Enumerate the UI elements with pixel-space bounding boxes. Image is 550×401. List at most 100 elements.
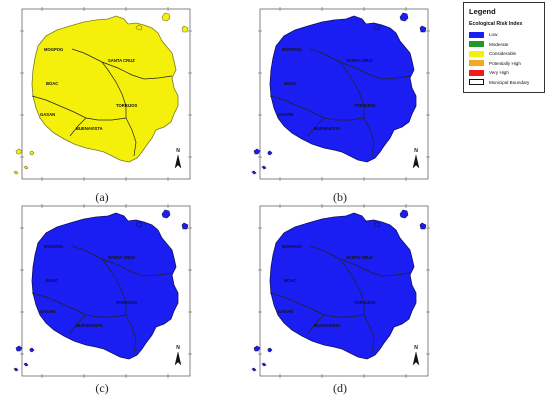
municipal-boundary — [31, 292, 87, 316]
north-arrow-icon: N — [174, 345, 182, 366]
legend-item: Considerable — [469, 50, 516, 57]
municipal-boundary — [363, 314, 375, 354]
legend-label: Low — [489, 32, 498, 37]
islet-shape — [181, 25, 189, 33]
label-boac: BOAC — [46, 81, 58, 86]
islet-shape — [161, 12, 171, 22]
label-gasan: GASAN — [278, 112, 293, 117]
label-torrijos: TORRIJOS — [116, 300, 138, 305]
island-shape — [31, 15, 179, 163]
islet-shape — [13, 367, 19, 372]
islet-shape — [135, 221, 143, 228]
legend-swatch — [469, 41, 484, 47]
map-a: MOGPOG SANTA CRUZ BOAC TORRIJOS GASAN BUENAVI… — [13, 7, 192, 181]
map-panel-d: MOGPOG SANTA CRUZ BOAC TORRIJOS GASAN BUENAVI… — [250, 203, 435, 383]
label-santa-cruz: SANTA CRUZ — [346, 58, 373, 63]
legend: Legend Ecological Risk Index Low Moderate… — [463, 2, 545, 93]
island-shape — [31, 212, 179, 360]
map-d: MOGPOG SANTA CRUZ BOAC TORRIJOS GASAN BUENAVI… — [251, 204, 430, 378]
legend-subtitle: Ecological Risk Index — [469, 21, 523, 27]
map-panel-b: MOGPOG SANTA CRUZ BOAC TORRIJOS GASAN BUENAVI… — [250, 6, 435, 186]
svg-text:N: N — [414, 345, 418, 351]
islet-shape — [29, 150, 35, 156]
islet-shape — [13, 170, 19, 175]
municipal-boundary — [69, 314, 87, 334]
label-gasan: GASAN — [40, 309, 55, 314]
municipal-boundary — [101, 61, 127, 107]
north-arrow-icon: N — [174, 148, 182, 169]
islet-shape — [29, 347, 35, 353]
label-boac: BOAC — [284, 81, 296, 86]
legend-label: Considerable — [489, 51, 517, 56]
label-buenavista: BUENAVISTA — [314, 323, 341, 328]
islet-shape — [253, 148, 261, 155]
map-panel-c: MOGPOG SANTA CRUZ BOAC TORRIJOS GASAN BUENAVI… — [12, 203, 197, 383]
island-shape — [269, 212, 417, 360]
caption-d: (d) — [333, 381, 347, 395]
islet-shape — [419, 25, 427, 33]
islet-shape — [251, 367, 257, 372]
label-mogpog: MOGPOG — [282, 244, 301, 249]
islet-shape — [23, 165, 29, 170]
municipal-boundary — [69, 117, 87, 137]
municipal-boundary — [85, 314, 127, 318]
municipal-boundary — [309, 48, 341, 63]
municipal-boundary — [307, 117, 325, 137]
map-frame — [21, 8, 191, 180]
municipal-boundary — [101, 258, 127, 304]
islet-shape — [373, 221, 381, 228]
municipal-boundary — [309, 245, 341, 260]
municipal-boundary — [339, 61, 411, 80]
label-gasan: GASAN — [40, 112, 55, 117]
municipal-boundary — [125, 117, 137, 157]
label-santa-cruz: SANTA CRUZ — [108, 58, 135, 63]
municipal-boundary — [339, 258, 411, 277]
label-mogpog: MOGPOG — [44, 244, 63, 249]
legend-swatch — [469, 31, 484, 38]
legend-label: Potentially High — [489, 60, 521, 66]
caption-b: (b) — [333, 190, 347, 204]
islet-shape — [261, 165, 267, 170]
islet-shape — [135, 24, 143, 31]
map-frame — [21, 205, 191, 377]
label-boac: BOAC — [284, 278, 296, 283]
svg-text:N: N — [176, 345, 180, 351]
municipal-boundary — [323, 314, 365, 318]
municipal-boundary — [307, 314, 325, 334]
map-frame — [259, 8, 429, 180]
legend-item: Low — [469, 31, 497, 38]
islet-shape — [399, 12, 409, 22]
municipal-boundary — [85, 117, 127, 121]
islet-shape — [419, 222, 427, 230]
label-torrijos: TORRIJOS — [354, 300, 376, 305]
legend-swatch — [469, 60, 484, 66]
label-mogpog: MOGPOG — [282, 47, 301, 52]
map-frame — [259, 205, 429, 377]
label-boac: BOAC — [46, 278, 58, 283]
caption-c: (c) — [95, 381, 109, 395]
municipal-boundary — [339, 258, 365, 304]
caption-a: (a) — [95, 190, 109, 204]
islet-shape — [23, 362, 29, 367]
islet-shape — [261, 362, 267, 367]
label-torrijos: TORRIJOS — [354, 103, 376, 108]
legend-item: Potentially High — [469, 60, 521, 67]
north-arrow-icon: N — [412, 148, 420, 169]
municipal-boundary — [71, 48, 103, 63]
legend-label: Moderate — [489, 41, 509, 47]
svg-text:N: N — [414, 148, 418, 154]
islet-shape — [15, 148, 23, 155]
legend-item: Very High — [469, 69, 509, 76]
legend-label: Municipal Boundary — [489, 79, 530, 85]
legend-swatch — [469, 50, 484, 57]
legend-item: Municipal Boundary — [469, 79, 529, 86]
legend-item: Moderate — [469, 41, 508, 48]
municipal-boundary — [269, 292, 325, 316]
label-buenavista: BUENAVISTA — [76, 126, 103, 131]
legend-swatch — [469, 69, 484, 76]
islet-shape — [251, 170, 257, 175]
label-buenavista: BUENAVISTA — [314, 126, 341, 131]
islet-shape — [399, 209, 409, 219]
label-santa-cruz: SANTA CRUZ — [108, 255, 135, 260]
legend-label: Very High — [489, 70, 509, 75]
